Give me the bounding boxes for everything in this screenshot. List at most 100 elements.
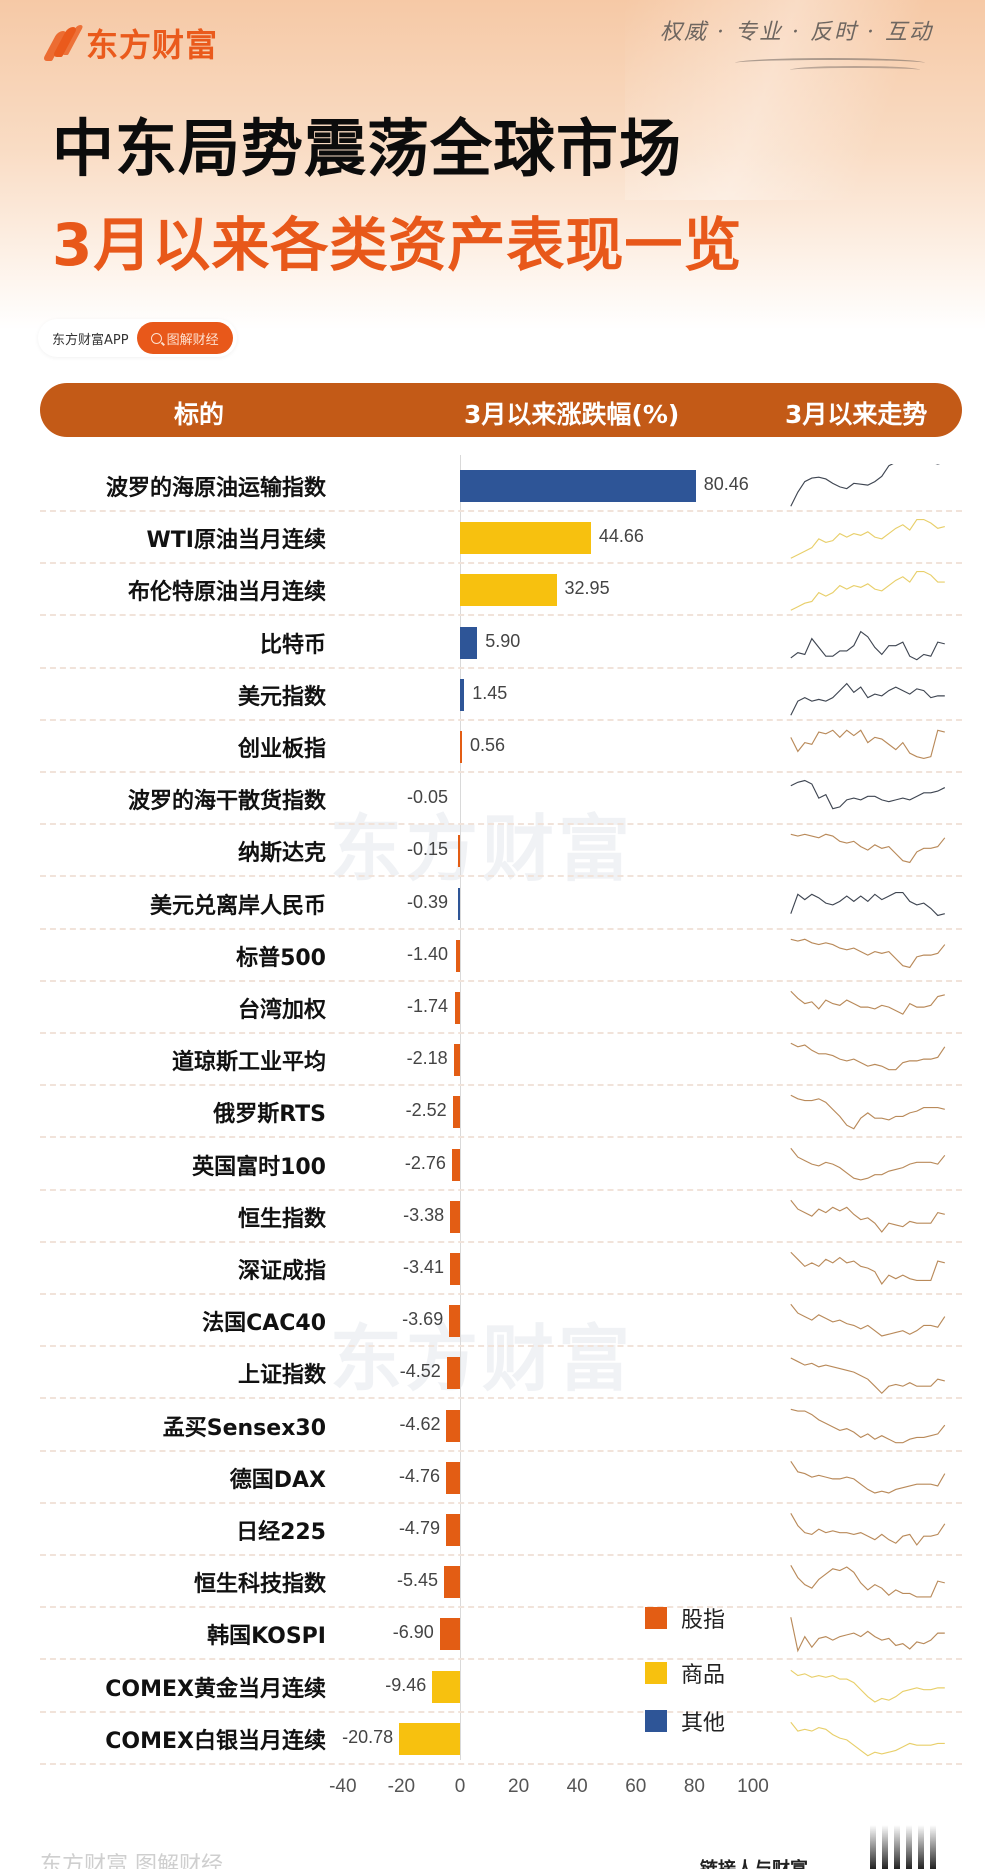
trend-sparkline [790, 1304, 946, 1337]
value-bar [439, 1618, 460, 1651]
trend-sparkline [790, 1617, 945, 1653]
asset-name: COMEX白银当月连续 [105, 1728, 326, 1754]
table-row: COMEX白银当月连续 -20.78 [40, 1713, 962, 1765]
change-value: -3.69 [402, 1309, 444, 1330]
value-bar [451, 1148, 460, 1181]
change-value: 1.45 [472, 682, 508, 703]
asset-name: 美元兑离岸人民币 [149, 893, 326, 919]
legend-label: 商品 [681, 1663, 726, 1688]
asset-name: 波罗的海原油运输指数 [105, 476, 326, 501]
asset-name: 标普500 [236, 945, 326, 971]
page-subtitle: 3月以来各类资产表现一览 [52, 211, 743, 279]
table-row: 深证成指 -3.41 [40, 1243, 962, 1295]
slogan-swoosh [790, 66, 920, 74]
table-row: 恒生指数 -3.38 [40, 1191, 962, 1243]
trend-sparkline [790, 780, 946, 810]
brand-flame-icon [42, 25, 84, 61]
search-button[interactable]: 图解财经 [136, 322, 233, 354]
value-bar [453, 1044, 460, 1077]
value-bar [446, 1461, 460, 1494]
legend-item: 商品 [645, 1657, 725, 1689]
asset-name: 法国CAC40 [202, 1311, 326, 1337]
change-value: -3.41 [402, 1257, 445, 1277]
change-value: -6.90 [392, 1622, 434, 1643]
legend-label: 股指 [681, 1608, 726, 1633]
x-axis-tick: 0 [454, 1776, 466, 1797]
legend-swatch [645, 1607, 667, 1629]
trend-sparkline [790, 1669, 945, 1703]
trend-sparkline [790, 891, 945, 916]
table-row: 日经225 -4.79 [40, 1504, 962, 1556]
change-value: -4.76 [399, 1465, 441, 1486]
x-axis-tick: 80 [683, 1776, 705, 1797]
trend-sparkline [790, 1357, 945, 1395]
change-value: 44.66 [598, 526, 644, 547]
table-row: 法国CAC40 -3.69 [40, 1295, 962, 1348]
asset-name: 道琼斯工业平均 [171, 1050, 326, 1076]
zero-axis-line [460, 455, 461, 1760]
app-badge[interactable]: 东方财富APP 图解财经 [38, 319, 237, 357]
x-axis-tick: 100 [737, 1776, 769, 1797]
asset-name: 美元指数 [237, 684, 326, 710]
asset-name: 孟买Sensex30 [162, 1415, 326, 1441]
value-bar [446, 1409, 460, 1442]
table-row: 孟买Sensex30 -4.62 [40, 1400, 962, 1452]
change-value: -20.78 [342, 1726, 394, 1747]
asset-name: 日经225 [236, 1520, 326, 1545]
change-value: 32.95 [564, 578, 610, 599]
trend-sparkline [790, 1251, 945, 1285]
column-header-change: 3月以来涨跌幅(%) [464, 400, 680, 429]
legend-item: 股指 [645, 1602, 725, 1634]
asset-name: COMEX黄金当月连续 [105, 1676, 326, 1702]
trend-sparkline [790, 1147, 946, 1181]
table-row: COMEX黄金当月连续 -9.46 [40, 1661, 962, 1713]
table-row: 标普500 -1.40 [40, 930, 962, 982]
app-name: 东方财富APP [52, 332, 129, 348]
legend-swatch [645, 1662, 667, 1684]
change-value: -9.46 [385, 1674, 427, 1695]
asset-name: 布伦特原油当月连续 [127, 580, 326, 606]
search-label: 图解财经 [166, 332, 219, 348]
value-bar [458, 887, 460, 920]
change-value: -2.18 [406, 1048, 448, 1069]
table-row: 创业板指 0.56 [40, 721, 962, 773]
page-title: 中东局势震荡全球市场 [52, 112, 683, 185]
table-row: 布伦特原油当月连续 32.95 [40, 564, 962, 617]
value-bar [450, 1200, 460, 1233]
asset-name: 纳斯达克 [237, 841, 326, 867]
asset-name: 台湾加权 [237, 998, 326, 1023]
legend-swatch [645, 1710, 667, 1732]
value-bar [399, 1722, 460, 1755]
value-bar [460, 731, 462, 763]
watermark-logo: 东方财富 [330, 1317, 635, 1401]
slogan-swoosh [735, 58, 925, 68]
table-row: 比特币 5.90 [40, 617, 962, 669]
value-bar [445, 1514, 460, 1546]
trend-sparkline [790, 729, 945, 760]
value-bar [446, 1357, 460, 1390]
table-row: 韩国KOSPI -6.90 [40, 1608, 962, 1661]
change-value: 0.56 [470, 735, 506, 755]
table-row: 德国DAX -4.76 [40, 1452, 962, 1504]
change-value: 5.90 [485, 630, 521, 651]
x-axis-tick: -20 [387, 1776, 416, 1797]
value-bar [460, 470, 696, 502]
trend-sparkline [790, 1460, 946, 1494]
table-row: 美元指数 1.45 [40, 669, 962, 721]
column-header-trend: 3月以来走势 [785, 400, 928, 429]
trend-sparkline [790, 1042, 946, 1071]
brand-slogan: 权威 · 专业 · 反时 · 互动 [660, 20, 933, 45]
value-bar [452, 1096, 460, 1129]
table-row: 道琼斯工业平均 -2.18 [40, 1034, 962, 1087]
x-axis: -40 -20 0 20 40 60 80 100 [0, 1776, 985, 1806]
trend-sparkline [790, 938, 946, 968]
trend-sparkline [790, 464, 941, 507]
x-axis-tick: 40 [566, 1776, 588, 1797]
asset-name: 英国富时100 [192, 1154, 326, 1180]
asset-name: 德国DAX [229, 1467, 326, 1493]
trend-sparkline [790, 1721, 945, 1757]
legend-item: 其他 [645, 1705, 725, 1737]
trend-sparkline [790, 1408, 946, 1443]
asset-name: 恒生指数 [237, 1206, 326, 1232]
change-value: -4.79 [398, 1518, 440, 1538]
